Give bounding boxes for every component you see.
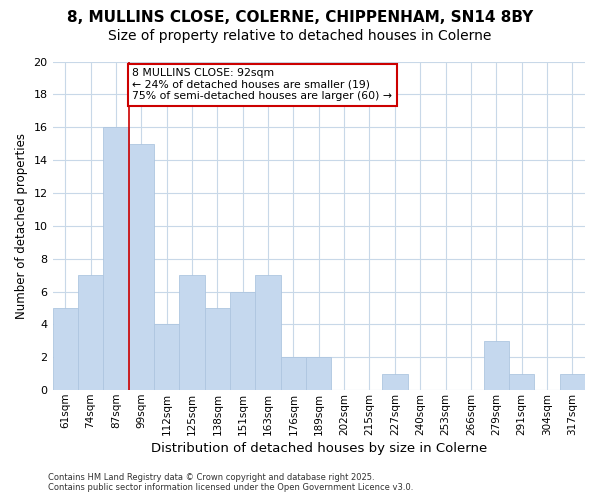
Bar [484,341,509,390]
Bar [230,292,256,390]
Bar [306,358,331,390]
Bar [154,324,179,390]
Text: 8 MULLINS CLOSE: 92sqm
← 24% of detached houses are smaller (19)
75% of semi-det: 8 MULLINS CLOSE: 92sqm ← 24% of detached… [133,68,392,102]
Y-axis label: Number of detached properties: Number of detached properties [15,133,28,319]
Text: Size of property relative to detached houses in Colerne: Size of property relative to detached ho… [109,29,491,43]
Bar [53,308,78,390]
Bar [382,374,407,390]
Bar [281,358,306,390]
Bar [205,308,230,390]
Bar [78,275,103,390]
Bar [509,374,534,390]
Text: Contains HM Land Registry data © Crown copyright and database right 2025.
Contai: Contains HM Land Registry data © Crown c… [48,473,413,492]
Bar [179,275,205,390]
Bar [128,144,154,390]
X-axis label: Distribution of detached houses by size in Colerne: Distribution of detached houses by size … [151,442,487,455]
Bar [256,275,281,390]
Text: 8, MULLINS CLOSE, COLERNE, CHIPPENHAM, SN14 8BY: 8, MULLINS CLOSE, COLERNE, CHIPPENHAM, S… [67,10,533,25]
Bar [103,127,128,390]
Bar [560,374,585,390]
